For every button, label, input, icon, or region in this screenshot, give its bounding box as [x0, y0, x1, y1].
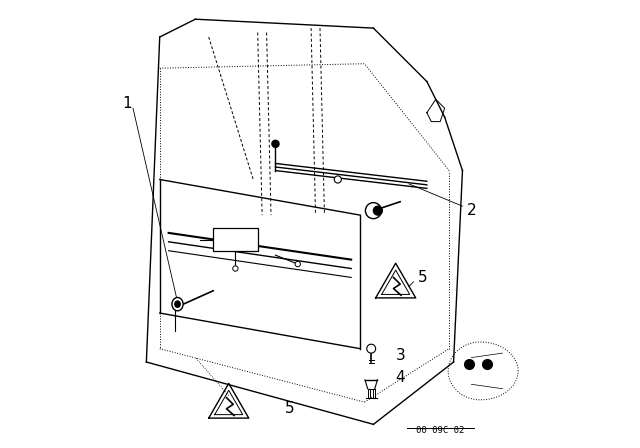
Circle shape: [365, 202, 381, 219]
Text: 2: 2: [467, 203, 477, 218]
Circle shape: [373, 206, 382, 215]
Circle shape: [334, 176, 341, 183]
Text: 1: 1: [122, 96, 131, 111]
Text: 3: 3: [396, 348, 405, 363]
Circle shape: [272, 140, 279, 147]
Ellipse shape: [172, 297, 183, 311]
Text: 4: 4: [396, 370, 405, 385]
Circle shape: [295, 261, 300, 267]
Text: 5: 5: [418, 270, 428, 285]
Ellipse shape: [175, 301, 180, 307]
Text: 5: 5: [284, 401, 294, 416]
Text: 00 09C 02: 00 09C 02: [416, 426, 465, 435]
Bar: [213, 228, 258, 251]
Circle shape: [367, 344, 376, 353]
Circle shape: [233, 266, 238, 271]
